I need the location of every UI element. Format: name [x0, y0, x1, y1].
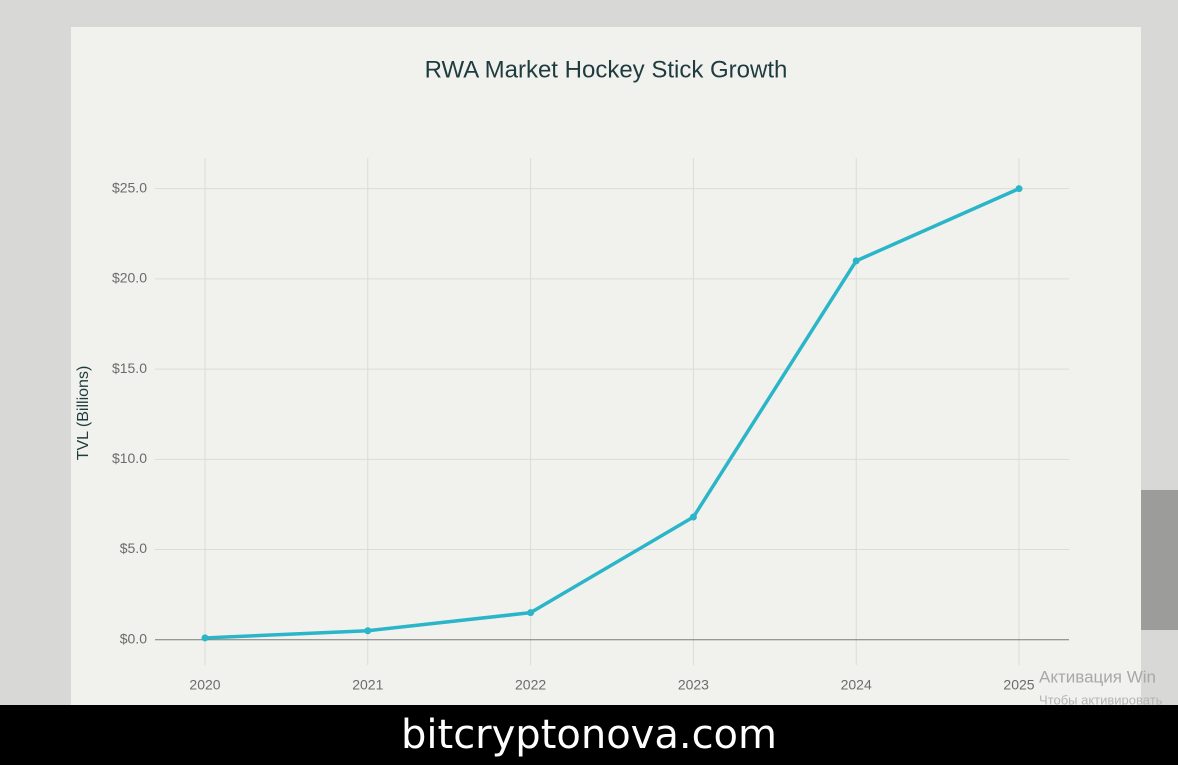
point — [1015, 185, 1023, 193]
series-line — [204, 187, 1020, 640]
x-tick-label: 2024 — [841, 677, 872, 693]
os-notice-title: Активация Win — [1039, 667, 1156, 686]
os-notice-text: Чтобы активировать — [1039, 692, 1163, 707]
point — [201, 634, 209, 642]
x-tick-label: 2021 — [352, 677, 383, 693]
point — [364, 627, 372, 635]
point — [527, 609, 535, 617]
chart-panel — [71, 27, 1141, 707]
y-tick-label: $0.0 — [120, 630, 147, 646]
chart-title: RWA Market Hockey Stick Growth — [425, 56, 788, 83]
x-tick-label: 2020 — [189, 677, 220, 693]
watermark: bitcryptonova.com — [401, 712, 777, 758]
y-tick-label: $20.0 — [112, 270, 147, 286]
side-image — [1141, 490, 1178, 630]
watermark-banner — [0, 705, 1178, 765]
y-tick-label: $5.0 — [120, 540, 147, 556]
point — [852, 257, 860, 265]
x-tick-label: 2025 — [1003, 677, 1034, 693]
y-tick-label: $10.0 — [112, 450, 147, 466]
x-tick-label: 2022 — [515, 677, 546, 693]
y-axis-label: TVL (Billions) — [75, 366, 92, 461]
x-tick-label: 2023 — [678, 677, 709, 693]
y-tick-label: $15.0 — [112, 360, 147, 376]
plot: 2020 2021 2022 2023 2024 2025 $0.0 $5.0 $10.0 $15… — [112, 158, 1069, 693]
y-tick-label: $25.0 — [112, 179, 147, 195]
point — [689, 513, 697, 521]
